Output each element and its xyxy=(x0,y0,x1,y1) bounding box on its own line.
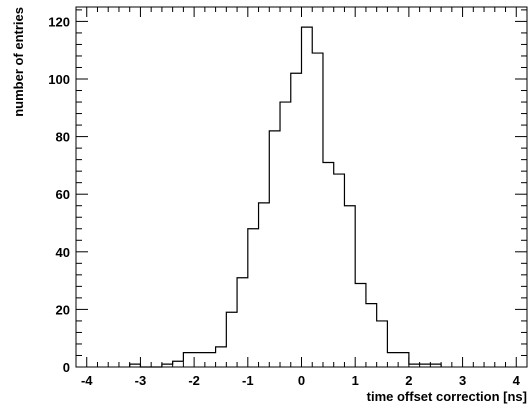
histogram-bin xyxy=(323,163,334,367)
histogram-bin xyxy=(259,203,270,367)
x-tick-label: 4 xyxy=(513,373,521,388)
histogram-outline xyxy=(129,26,442,368)
y-tick-label: 20 xyxy=(56,302,70,317)
y-tick-label: 40 xyxy=(56,245,70,260)
histogram-bin xyxy=(312,53,323,367)
histogram-bin xyxy=(269,131,280,367)
x-tick-label: 0 xyxy=(298,373,305,388)
y-tick-label: 100 xyxy=(48,72,70,87)
histogram-bin xyxy=(248,229,259,367)
histogram-bin xyxy=(302,27,313,367)
histogram-bin xyxy=(194,353,205,367)
x-tick-label: 2 xyxy=(405,373,412,388)
histogram-bin xyxy=(291,73,302,367)
y-tick-label: 120 xyxy=(48,14,70,29)
histogram-bin xyxy=(280,102,291,367)
histogram-bin xyxy=(334,174,345,367)
histogram-bin xyxy=(205,353,216,367)
histogram-bin xyxy=(237,278,248,367)
histogram-bin xyxy=(183,353,194,367)
y-tick-label: 80 xyxy=(56,130,70,145)
x-tick-label: -1 xyxy=(242,373,254,388)
x-tick-label: 1 xyxy=(352,373,359,388)
histogram-bin xyxy=(387,353,398,367)
y-axis-title: number of entries xyxy=(11,7,26,117)
x-tick-label: -3 xyxy=(135,373,147,388)
x-tick-label: 3 xyxy=(459,373,466,388)
histogram-bin xyxy=(377,321,388,367)
y-tick-label: 60 xyxy=(56,187,70,202)
x-axis-title: time offset correction [ns] xyxy=(367,389,527,404)
x-tick-label: -4 xyxy=(81,373,93,388)
histogram-bin xyxy=(226,312,237,367)
histogram-bin xyxy=(344,206,355,367)
x-tick-label: -2 xyxy=(188,373,200,388)
histogram-bin xyxy=(398,353,409,367)
y-tick-label: 0 xyxy=(63,360,70,375)
histogram-bin xyxy=(355,283,366,367)
histogram-layer xyxy=(129,26,442,368)
histogram-bin xyxy=(366,304,377,367)
histogram-bin xyxy=(216,347,227,367)
histogram-bin xyxy=(173,361,184,367)
